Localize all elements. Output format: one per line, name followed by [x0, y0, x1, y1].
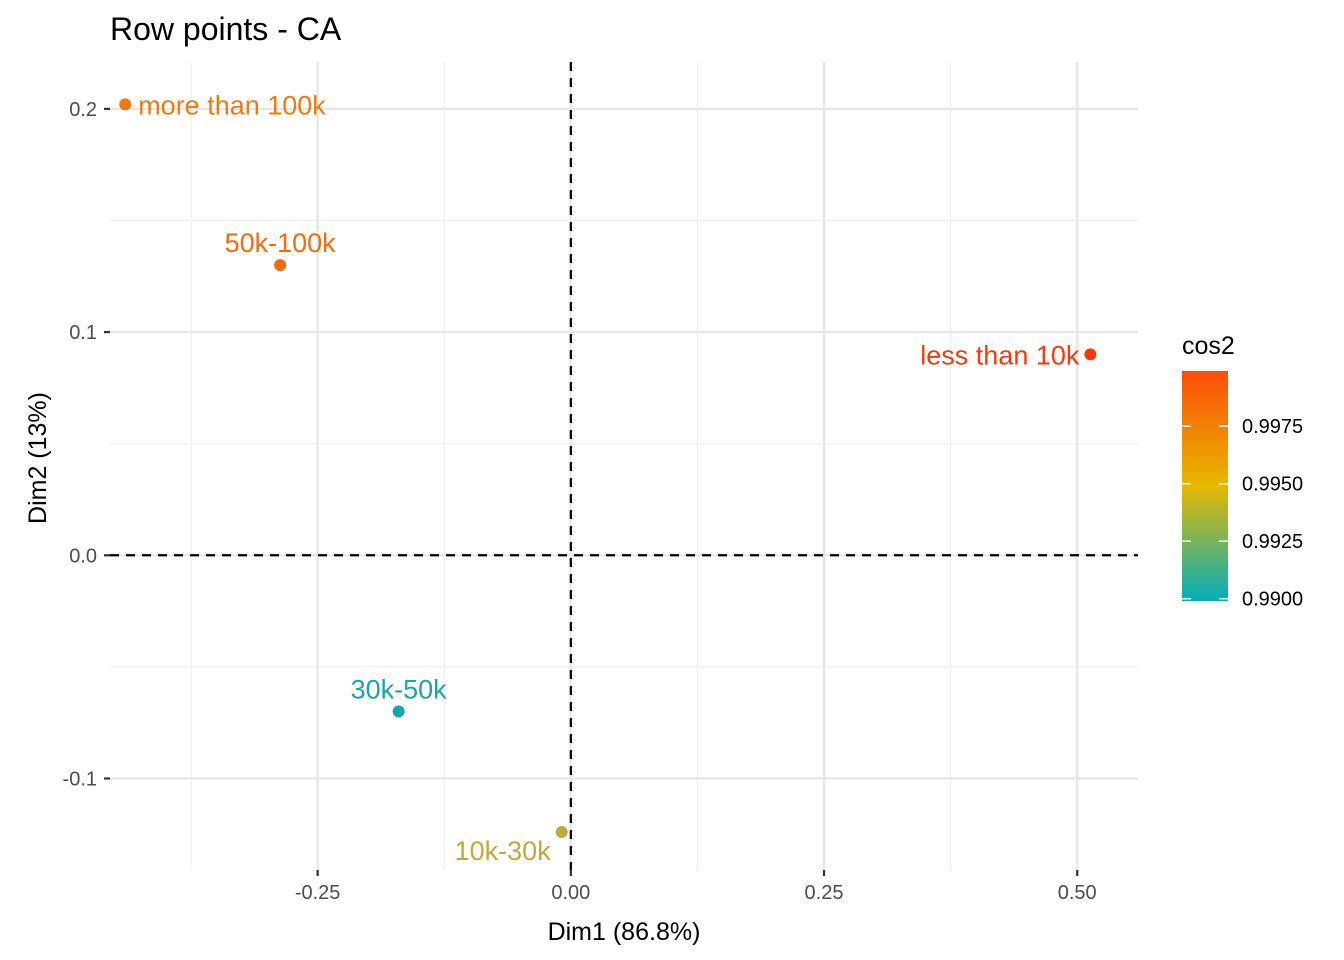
point-more-than-100k	[119, 98, 132, 111]
data-points: less than 10k 10k-30k 30k-50k 50k-100k more …	[119, 90, 1097, 866]
legend-tick-label: 0.9975	[1242, 416, 1303, 438]
point-10k-30k	[555, 826, 568, 839]
y-tick-label: 0.1	[69, 322, 97, 344]
legend-ticks: 0.9900 0.9925 0.9950 0.9975	[1182, 416, 1303, 611]
x-tick-label: 0.00	[551, 882, 590, 904]
legend-colorbar	[1182, 371, 1228, 601]
axis-ticks: -0.25 0.00 0.25 0.50 -0.1 0.0 0.1 0.2	[63, 99, 1097, 904]
point-label-30k-50k: 30k-50k	[351, 675, 448, 705]
legend-title: cos2	[1182, 332, 1235, 360]
legend-tick-label: 0.9925	[1242, 531, 1303, 553]
x-tick-label: 0.50	[1058, 882, 1097, 904]
point-label-less-than-10k: less than 10k	[920, 340, 1080, 370]
y-tick-label: -0.1	[63, 768, 97, 790]
point-less-than-10k	[1084, 348, 1097, 361]
chart-title: Row points - CA	[110, 11, 342, 47]
point-label-50k-100k: 50k-100k	[225, 228, 337, 258]
legend-tick-label: 0.9900	[1242, 589, 1303, 611]
point-label-10k-30k: 10k-30k	[455, 836, 552, 866]
point-50k-100k	[274, 259, 287, 272]
legend-tick-label: 0.9950	[1242, 474, 1303, 496]
x-tick-label: -0.25	[295, 882, 341, 904]
x-tick-label: 0.25	[805, 882, 844, 904]
point-label-more-than-100k: more than 100k	[138, 90, 326, 120]
y-tick-label: 0.0	[69, 545, 97, 567]
y-tick-label: 0.2	[69, 99, 97, 121]
x-axis-title: Dim1 (86.8%)	[548, 918, 701, 946]
reference-lines	[110, 62, 1138, 870]
point-30k-50k	[392, 705, 405, 718]
grid	[110, 62, 1138, 870]
cos2-legend: cos2 0.9900 0.9925 0.9950 0.9975	[1182, 332, 1303, 611]
y-axis-title: Dim2 (13%)	[24, 392, 52, 524]
